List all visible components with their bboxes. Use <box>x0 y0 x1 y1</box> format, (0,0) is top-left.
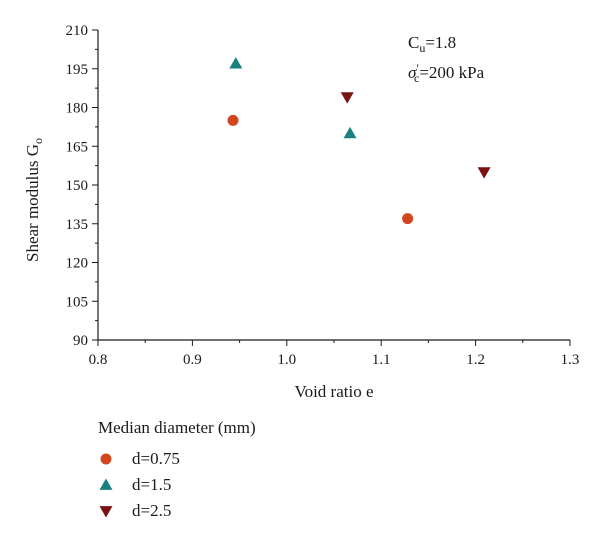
data-point <box>229 57 243 69</box>
annotation-sigma-sup: ′ <box>416 61 419 75</box>
y-tick-label: 135 <box>66 217 89 233</box>
data-points <box>227 57 491 225</box>
legend-marker-shape <box>100 453 112 465</box>
x-axis-title: Void ratio e <box>294 382 373 401</box>
legend-label: d=2.5 <box>132 501 172 520</box>
annotation-sigma-rest: =200 kPa <box>419 63 484 82</box>
data-point <box>227 114 239 126</box>
legend-item: d=0.75 <box>98 446 498 472</box>
annotation-sigma-main: σ <box>408 63 417 82</box>
x-tick-label: 0.8 <box>89 352 108 368</box>
legend: Median diameter (mm) d=0.75 d=1.5 d=2.5 <box>98 418 498 524</box>
legend-marker <box>100 453 112 465</box>
x-tick-label: 1.2 <box>466 352 485 368</box>
scatter-chart: 90 105 120 135 150 165 180 195 210 0.8 0.9 1.0 1.1 1.… <box>23 23 580 401</box>
y-axis-title: Shear modulus Go <box>23 138 45 262</box>
legend-marker <box>99 478 113 490</box>
x-tick-label: 0.9 <box>183 352 202 368</box>
x-tick-label: 1.3 <box>561 352 580 368</box>
y-tick-label: 90 <box>73 333 88 349</box>
y-tick-label: 165 <box>66 139 89 155</box>
legend-marker <box>99 506 113 518</box>
legend-item: d=2.5 <box>98 498 498 524</box>
annotation-cu-main: C <box>408 33 419 52</box>
annotation-sigma-sub: c <box>414 71 419 85</box>
annotation-cu-rest: =1.8 <box>425 33 456 52</box>
data-point <box>477 167 491 179</box>
annotation-cu-sub: u <box>419 41 425 55</box>
y-axis-title-sub: o <box>31 138 45 144</box>
annotation-cu: Cu=1.8 <box>408 33 456 55</box>
y-tick-label: 210 <box>66 23 89 39</box>
data-point <box>402 213 414 225</box>
legend-label: d=0.75 <box>132 449 180 468</box>
y-tick-label: 105 <box>66 294 89 310</box>
y-tick-label: 180 <box>66 101 89 117</box>
annotation-sigma: σ′ c=200 kPa <box>408 61 485 85</box>
plot-axes <box>97 30 570 341</box>
legend-marker-shape <box>99 506 113 518</box>
y-axis-title-main: Shear modulus G <box>23 144 42 262</box>
legend-label: d=1.5 <box>132 475 172 494</box>
legend-marker-shape <box>99 478 113 490</box>
x-tick-label: 1.0 <box>277 352 296 368</box>
legend-item: d=1.5 <box>98 472 498 498</box>
y-tick-label: 195 <box>66 62 89 78</box>
y-tick-label: 150 <box>66 178 89 194</box>
legend-items: d=0.75 d=1.5 d=2.5 <box>98 446 498 524</box>
x-tick-label: 1.1 <box>372 352 391 368</box>
data-point <box>340 92 354 104</box>
axis-ticks: 90 105 120 135 150 165 180 195 210 0.8 0.9 1.0 1.1 1.… <box>66 23 580 368</box>
legend-title: Median diameter (mm) <box>98 418 256 437</box>
data-point <box>343 126 357 139</box>
y-tick-label: 120 <box>66 256 89 272</box>
